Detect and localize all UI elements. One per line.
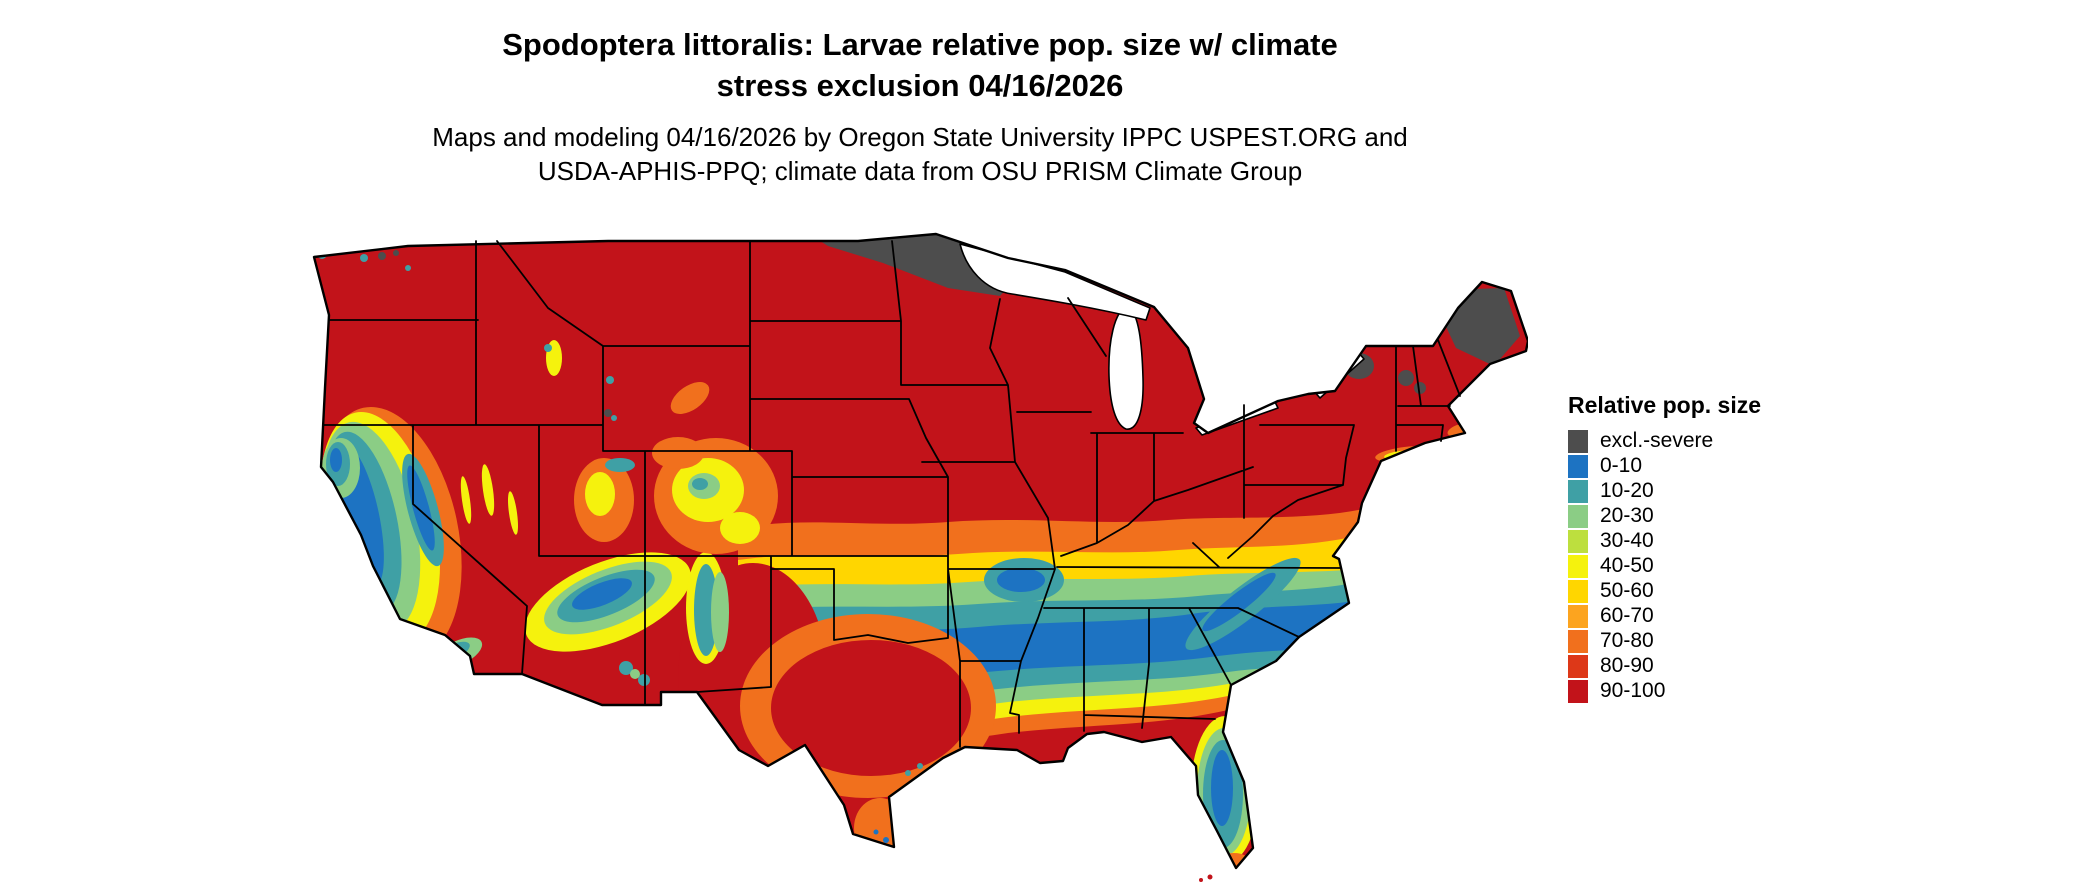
legend-label-0-10: 0-10 [1600, 454, 1643, 477]
legend: Relative pop. size excl.-severe 0-10 10-… [1568, 392, 1761, 704]
legend-row-0-10: 0-10 [1568, 454, 1761, 478]
legend-row-10-20: 10-20 [1568, 479, 1761, 503]
map-title: Spodoptera littoralis: Larvae relative p… [0, 24, 1840, 106]
legend-row-80-90: 80-90 [1568, 654, 1761, 678]
legend-swatch-40-50 [1568, 554, 1588, 578]
legend-swatch-10-20 [1568, 479, 1588, 503]
lake-superior [959, 243, 1151, 321]
legend-swatch-excl-severe [1568, 429, 1588, 453]
legend-label-excl-severe: excl.-severe [1600, 429, 1714, 452]
legend-label-80-90: 80-90 [1600, 654, 1654, 677]
us-map [312, 232, 1528, 882]
legend-swatch-80-90 [1568, 654, 1588, 678]
legend-title: Relative pop. size [1568, 392, 1762, 418]
terrain-detail-blobs [317, 249, 1469, 868]
legend-swatch-30-40 [1568, 529, 1588, 553]
legend-label-60-70: 60-70 [1600, 604, 1654, 627]
lake-michigan [1108, 305, 1144, 430]
legend-label-20-30: 20-30 [1600, 504, 1654, 527]
legend-swatch-70-80 [1568, 629, 1588, 653]
legend-row-20-30: 20-30 [1568, 504, 1761, 528]
map-title-line1: Spodoptera littoralis: Larvae relative p… [502, 27, 1338, 62]
map-title-line2: stress exclusion 04/16/2026 [716, 68, 1124, 103]
legend-swatch-20-30 [1568, 504, 1588, 528]
florida-keys-dots [1199, 874, 1213, 882]
legend-label-70-80: 70-80 [1600, 629, 1654, 652]
legend-label-50-60: 50-60 [1600, 579, 1654, 602]
legend-row-70-80: 70-80 [1568, 629, 1761, 653]
legend-row-excl-severe: excl.-severe [1568, 429, 1761, 453]
legend-label-10-20: 10-20 [1600, 479, 1654, 502]
legend-swatch-50-60 [1568, 579, 1588, 603]
legend-label-40-50: 40-50 [1600, 554, 1654, 577]
map-subtitle-line2: USDA-APHIS-PPQ; climate data from OSU PR… [537, 156, 1303, 186]
legend-row-60-70: 60-70 [1568, 604, 1761, 628]
country-outline [312, 232, 1528, 870]
map-subtitle: Maps and modeling 04/16/2026 by Oregon S… [0, 120, 1840, 188]
state-borders [322, 240, 1461, 748]
legend-label-90-100: 90-100 [1600, 679, 1666, 702]
legend-row-40-50: 40-50 [1568, 554, 1761, 578]
legend-swatch-60-70 [1568, 604, 1588, 628]
legend-row-50-60: 50-60 [1568, 579, 1761, 603]
map-subtitle-line1: Maps and modeling 04/16/2026 by Oregon S… [432, 122, 1408, 152]
legend-row-30-40: 30-40 [1568, 529, 1761, 553]
legend-swatch-0-10 [1568, 454, 1588, 478]
legend-swatch-90-100 [1568, 679, 1588, 703]
legend-row-90-100: 90-100 [1568, 679, 1761, 703]
legend-label-30-40: 30-40 [1600, 529, 1654, 552]
